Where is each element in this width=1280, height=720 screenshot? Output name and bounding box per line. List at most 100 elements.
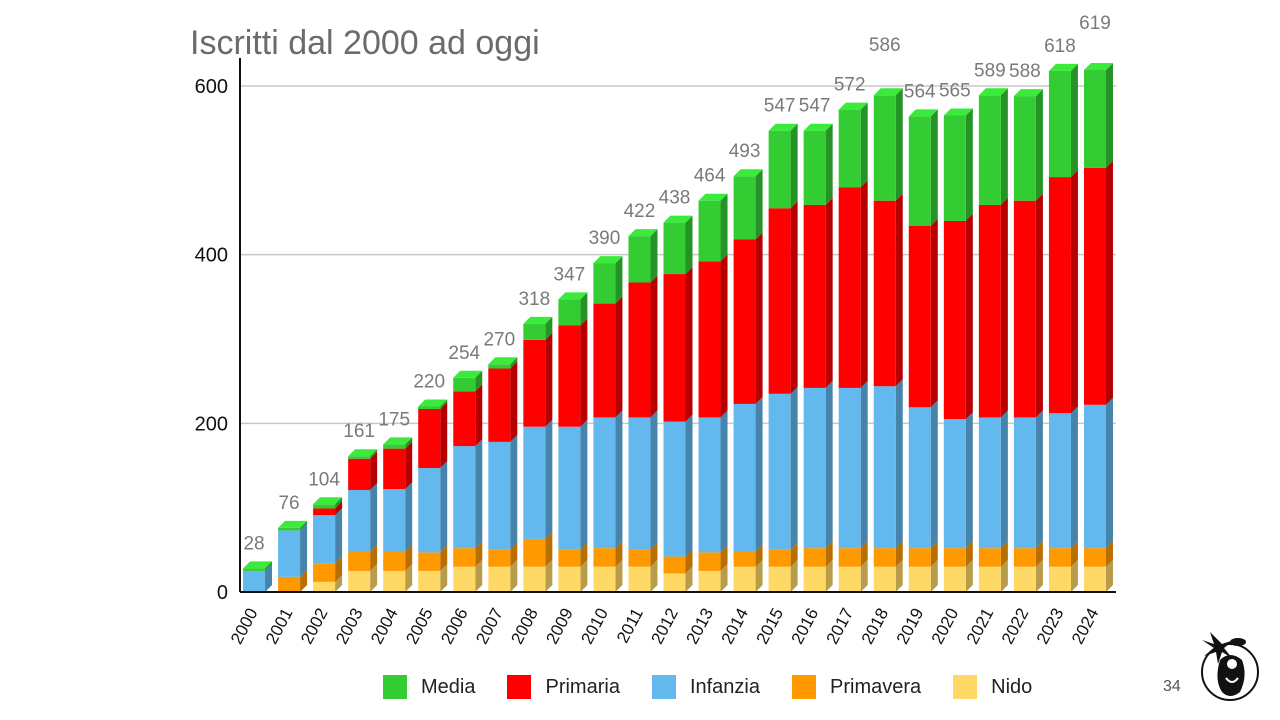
bar-segment-primavera	[943, 548, 966, 567]
bar-side-nido	[510, 559, 518, 592]
bar-side-media	[895, 88, 903, 201]
x-tick-label: 2011	[613, 605, 647, 646]
data-label-total: 547	[799, 96, 831, 117]
bar-segment-infanzia	[908, 407, 931, 549]
bar-segment-media	[1048, 70, 1071, 178]
bar-segment-nido	[628, 566, 651, 592]
bar-top	[1048, 63, 1078, 71]
bar-side-media	[1000, 88, 1008, 205]
bar-side-primaria	[860, 180, 868, 388]
bar-segment-primaria	[1048, 177, 1071, 414]
legend-item-media: Media	[383, 675, 475, 699]
bar-segment-nido	[1048, 566, 1071, 592]
bar-segment-nido	[978, 566, 1001, 592]
bar-segment-infanzia	[243, 570, 266, 592]
bar-segment-nido	[1083, 566, 1106, 592]
bar-side-primavera	[720, 545, 728, 571]
bar-segment-primavera	[838, 548, 861, 567]
bar-stack-2000	[243, 561, 273, 592]
bar-stack-2010	[593, 256, 623, 592]
bar-side-infanzia	[335, 508, 343, 564]
bar-segment-primavera	[978, 548, 1001, 567]
bar-side-media	[860, 102, 868, 188]
bar-side-primavera	[440, 545, 448, 571]
bar-segment-primaria	[698, 261, 721, 418]
x-tick-label: 2006	[437, 605, 472, 647]
bar-segment-media	[278, 527, 301, 531]
legend-label: Nido	[991, 675, 1033, 698]
bar-stack-2012	[663, 215, 693, 592]
legend-swatch	[383, 675, 407, 699]
bar-segment-infanzia	[278, 530, 301, 577]
bar-segment-primaria	[873, 200, 896, 387]
data-label-total: 270	[483, 329, 515, 350]
bar-segment-primaria	[593, 303, 616, 418]
x-tick-label: 2008	[507, 605, 542, 647]
bar-segment-primavera	[278, 576, 301, 592]
bar-segment-infanzia	[1013, 417, 1036, 549]
bar-segment-primaria	[978, 204, 1001, 418]
x-tick-label: 2016	[788, 605, 823, 647]
bar-stack-2005	[418, 399, 448, 592]
bar-top	[803, 123, 833, 131]
bar-side-primaria	[335, 501, 343, 516]
bar-side-primavera	[1035, 541, 1043, 567]
bar-side-nido	[1000, 559, 1008, 592]
bar-side-infanzia	[1035, 410, 1043, 549]
bar-segment-nido	[558, 566, 581, 592]
bar-side-media	[1105, 62, 1113, 168]
bar-segment-nido	[873, 566, 896, 592]
bar-side-primavera	[335, 556, 343, 582]
bar-side-primavera	[475, 541, 483, 567]
bar-side-media	[825, 123, 833, 205]
bar-top	[383, 437, 413, 445]
bar-side-primaria	[720, 254, 728, 418]
bar-segment-primavera	[383, 551, 406, 571]
data-label-total: 619	[1079, 13, 1111, 34]
bar-side-nido	[720, 563, 728, 592]
bar-segment-primaria	[523, 339, 546, 427]
bar-segment-primavera	[348, 551, 371, 571]
bar-segment-infanzia	[873, 386, 896, 549]
bar-segment-primaria	[663, 274, 686, 422]
bar-top	[733, 169, 763, 177]
chart-title: Iscritti dal 2000 ad oggi	[190, 24, 540, 62]
bar-segment-infanzia	[453, 446, 476, 549]
bar-side-primaria	[930, 218, 938, 408]
bar-segment-primavera	[593, 548, 616, 567]
x-tick-label: 2007	[472, 605, 507, 647]
data-label-total: 438	[659, 188, 691, 209]
bar-side-primavera	[860, 541, 868, 567]
x-tick-label: 2010	[577, 605, 612, 647]
bar-segment-primavera	[908, 548, 931, 567]
bar-stack-2013	[698, 193, 728, 592]
bar-side-infanzia	[370, 482, 378, 552]
bar-side-infanzia	[615, 410, 623, 549]
data-label-total: 589	[974, 60, 1006, 81]
bar-segment-primaria	[838, 187, 861, 388]
bar-segment-primaria	[313, 508, 336, 516]
data-label-total: 422	[624, 201, 656, 222]
bar-segment-media	[453, 377, 476, 392]
bar-side-primaria	[965, 213, 973, 420]
bar-side-primaria	[615, 296, 623, 418]
bar-side-infanzia	[685, 414, 693, 557]
bar-segment-primaria	[733, 239, 756, 404]
bar-segment-media	[313, 504, 336, 509]
bar-side-media	[790, 123, 798, 209]
legend-item-infanzia: Infanzia	[651, 675, 760, 699]
bar-side-infanzia	[860, 380, 868, 549]
bar-stack-2001	[278, 520, 308, 592]
bar-side-media	[930, 109, 938, 226]
data-label-total: 254	[448, 343, 480, 364]
bar-side-primavera	[580, 542, 588, 567]
legend-label: Infanzia	[689, 675, 760, 698]
bar-side-nido	[650, 559, 658, 592]
bar-segment-media	[663, 222, 686, 275]
bar-segment-primavera	[418, 552, 441, 571]
bar-segment-infanzia	[313, 515, 336, 564]
data-label-total: 586	[869, 35, 901, 56]
bar-segment-media	[558, 299, 581, 326]
x-tick-label: 2002	[297, 605, 332, 647]
